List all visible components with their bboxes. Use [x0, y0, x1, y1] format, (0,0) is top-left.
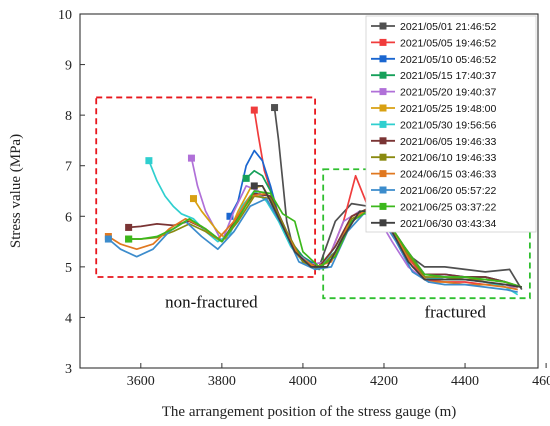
y-tick-label: 6 [65, 210, 72, 225]
legend-marker [379, 170, 387, 178]
series-start-marker [226, 212, 234, 220]
axis-layer: 3600 3800 4000 4200 4400 4600 3 4 5 6 7 8 9 10 [58, 8, 550, 389]
x-tick-label: 4200 [370, 374, 398, 389]
series-start-marker [242, 174, 250, 182]
series-layer [104, 104, 523, 296]
legend-label: 2021/05/25 19:48:00 [400, 103, 497, 115]
legend-label: 2021/06/20 05:57:22 [400, 185, 497, 197]
legend: 2021/05/01 21:46:52 2021/05/05 19:46:52 20… [365, 15, 537, 233]
legend-marker [379, 22, 387, 30]
legend-label: 2021/05/20 19:40:37 [400, 87, 497, 99]
x-tick-label: 3600 [127, 374, 155, 389]
y-axis-title: Stress value (MPa) [8, 134, 24, 248]
series-line [128, 190, 523, 288]
series-start-marker [145, 157, 153, 165]
legend-marker [379, 137, 387, 145]
legend-label: 2021/05/30 19:56:56 [400, 119, 497, 131]
series-line [273, 107, 523, 291]
annotation-label: non-fractured [165, 292, 258, 311]
x-axis-title: The arrangement position of the stress g… [162, 404, 457, 420]
series-start-marker [125, 223, 133, 231]
y-tick-label: 3 [65, 362, 72, 377]
legend-label: 2024/06/15 03:46:33 [400, 169, 497, 181]
legend-marker [379, 153, 387, 161]
legend-label: 2021/05/15 17:40:37 [400, 70, 497, 82]
series-line [107, 192, 518, 291]
series-start-marker [271, 104, 279, 112]
annotation-box [95, 96, 316, 278]
series-start-marker [250, 106, 258, 114]
y-tick-label: 10 [58, 8, 72, 23]
legend-label: 2021/06/10 19:46:33 [400, 152, 497, 164]
y-tick-label: 8 [65, 109, 72, 124]
series-start-marker [104, 235, 112, 243]
legend-marker [379, 38, 387, 46]
legend-marker [379, 186, 387, 194]
legend-marker [379, 71, 387, 79]
legend-marker [379, 88, 387, 96]
x-tick-label: 4000 [289, 374, 317, 389]
y-tick-label: 7 [65, 160, 72, 175]
legend-label: 2021/06/05 19:46:33 [400, 136, 497, 148]
legend-marker [379, 120, 387, 128]
y-tick-label: 9 [65, 59, 72, 74]
legend-label: 2021/05/05 19:46:52 [400, 37, 497, 49]
x-tick-label: 3800 [208, 374, 236, 389]
series-start-marker [187, 154, 195, 162]
legend-marker [379, 55, 387, 63]
plot-frame [79, 13, 539, 369]
legend-label: 2021/06/25 03:37:22 [400, 201, 497, 213]
x-tick-label: 4600 [532, 374, 550, 389]
legend-label: 2021/05/10 05:46:52 [400, 54, 497, 66]
x-tick-label: 4400 [451, 374, 479, 389]
annotation-label: fractured [425, 302, 487, 321]
legend-label: 2021/05/01 21:46:52 [400, 21, 497, 33]
legend-marker [379, 202, 387, 210]
series-start-marker [189, 195, 197, 203]
legend-marker [379, 104, 387, 112]
series-start-marker [250, 182, 258, 190]
series-start-marker [125, 235, 133, 243]
y-tick-label: 5 [65, 261, 72, 276]
legend-marker [379, 219, 387, 227]
y-tick-label: 4 [65, 311, 72, 326]
legend-label: 2021/06/30 03:43:34 [400, 218, 497, 230]
